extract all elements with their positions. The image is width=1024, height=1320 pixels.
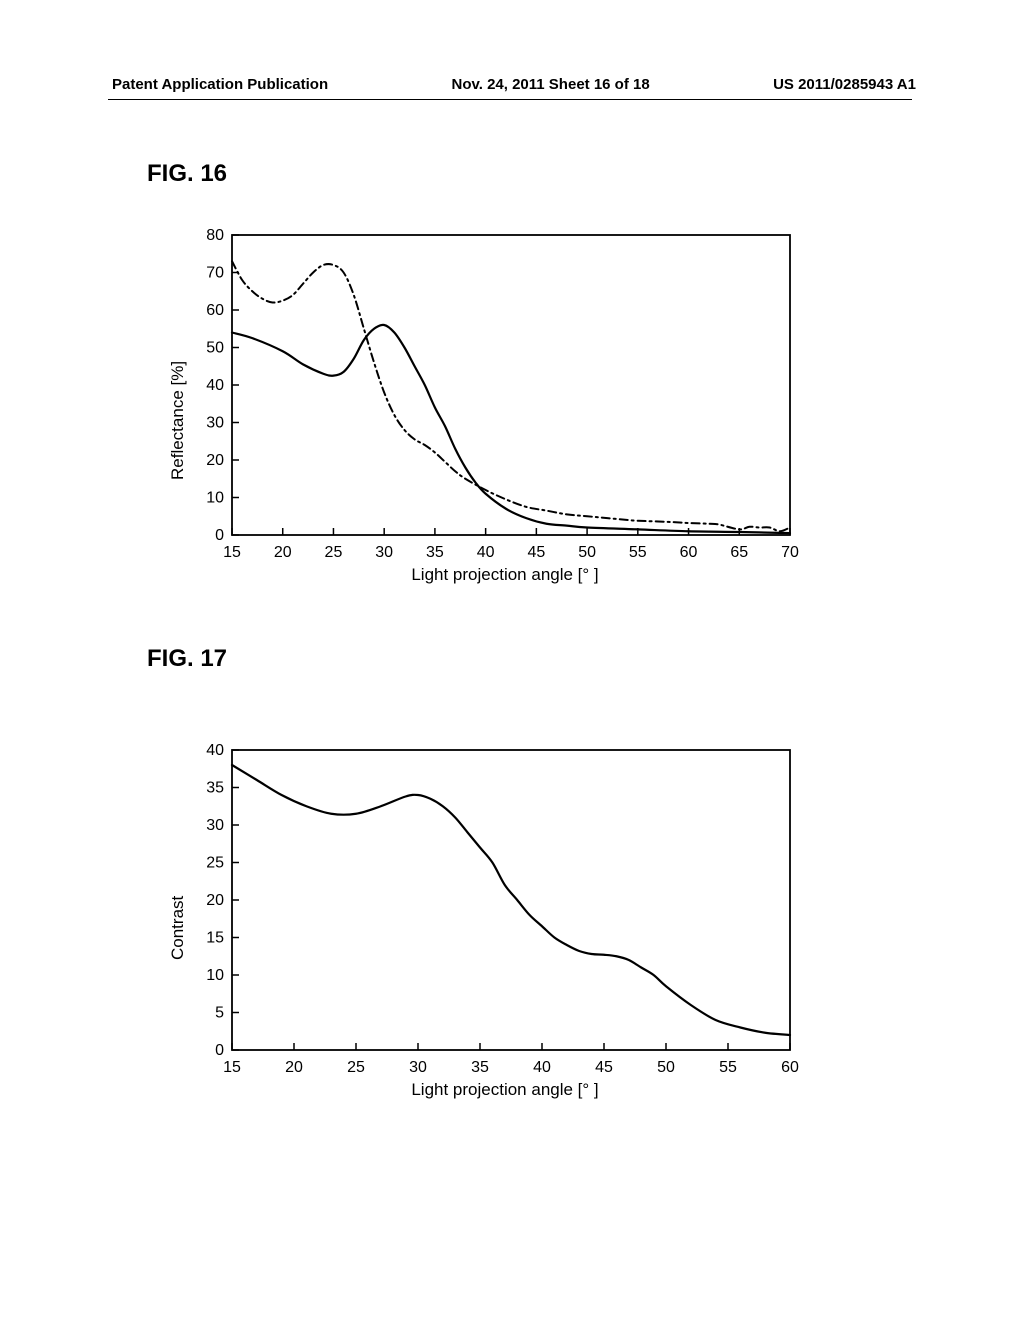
- svg-text:35: 35: [426, 544, 444, 561]
- svg-text:60: 60: [206, 302, 224, 319]
- figure-16-label: FIG. 16: [147, 160, 227, 188]
- svg-text:60: 60: [781, 1059, 799, 1076]
- svg-text:0: 0: [215, 527, 224, 544]
- svg-text:50: 50: [578, 544, 596, 561]
- header-rule: [108, 99, 912, 100]
- svg-text:15: 15: [223, 544, 241, 561]
- svg-text:40: 40: [533, 1059, 551, 1076]
- svg-text:20: 20: [285, 1059, 303, 1076]
- svg-text:25: 25: [325, 544, 343, 561]
- svg-text:10: 10: [206, 490, 224, 507]
- svg-text:20: 20: [206, 452, 224, 469]
- header-left: Patent Application Publication: [112, 76, 328, 93]
- svg-text:20: 20: [206, 892, 224, 909]
- svg-text:35: 35: [206, 780, 224, 797]
- svg-text:50: 50: [657, 1059, 675, 1076]
- svg-text:70: 70: [781, 544, 799, 561]
- chart-17-ylabel: Contrast: [168, 896, 188, 960]
- svg-text:35: 35: [471, 1059, 489, 1076]
- chart-16-ylabel: Reflectance [%]: [168, 361, 188, 480]
- svg-text:40: 40: [477, 544, 495, 561]
- page-header: Patent Application Publication Nov. 24, …: [0, 76, 1024, 93]
- svg-text:40: 40: [206, 377, 224, 394]
- svg-text:5: 5: [215, 1005, 224, 1022]
- svg-text:40: 40: [206, 742, 224, 759]
- svg-text:80: 80: [206, 227, 224, 244]
- svg-text:55: 55: [719, 1059, 737, 1076]
- svg-text:60: 60: [680, 544, 698, 561]
- svg-text:15: 15: [206, 930, 224, 947]
- figure-17-label: FIG. 17: [147, 645, 227, 673]
- header-center: Nov. 24, 2011 Sheet 16 of 18: [452, 76, 650, 93]
- svg-text:25: 25: [206, 855, 224, 872]
- svg-text:50: 50: [206, 340, 224, 357]
- chart-16-xlabel: Light projection angle [° ]: [330, 565, 680, 585]
- figure-17-chart: 15 20 25 30 35 40 45 50 55 60 0 5 10 15 20 25 30 35 40 Con…: [160, 740, 800, 1110]
- svg-text:0: 0: [215, 1042, 224, 1059]
- svg-text:30: 30: [206, 415, 224, 432]
- chart-17-xlabel: Light projection angle [° ]: [330, 1080, 680, 1100]
- svg-text:70: 70: [206, 265, 224, 282]
- svg-text:65: 65: [730, 544, 748, 561]
- svg-text:25: 25: [347, 1059, 365, 1076]
- svg-text:45: 45: [595, 1059, 613, 1076]
- svg-text:30: 30: [375, 544, 393, 561]
- chart-svg: 15 20 25 30 35 40 45 50 55 60 65 70 0 10 20 30 40 50 60 70 8…: [160, 225, 800, 595]
- chart-svg: 15 20 25 30 35 40 45 50 55 60 0 5 10 15 20 25 30 35 40: [160, 740, 800, 1110]
- svg-text:45: 45: [527, 544, 545, 561]
- svg-text:10: 10: [206, 967, 224, 984]
- svg-text:55: 55: [629, 544, 647, 561]
- svg-text:20: 20: [274, 544, 292, 561]
- svg-text:30: 30: [409, 1059, 427, 1076]
- header-right: US 2011/0285943 A1: [773, 76, 916, 93]
- figure-16-chart: 15 20 25 30 35 40 45 50 55 60 65 70 0 10 20 30 40 50 60 70 8…: [160, 225, 800, 595]
- svg-text:15: 15: [223, 1059, 241, 1076]
- svg-text:30: 30: [206, 817, 224, 834]
